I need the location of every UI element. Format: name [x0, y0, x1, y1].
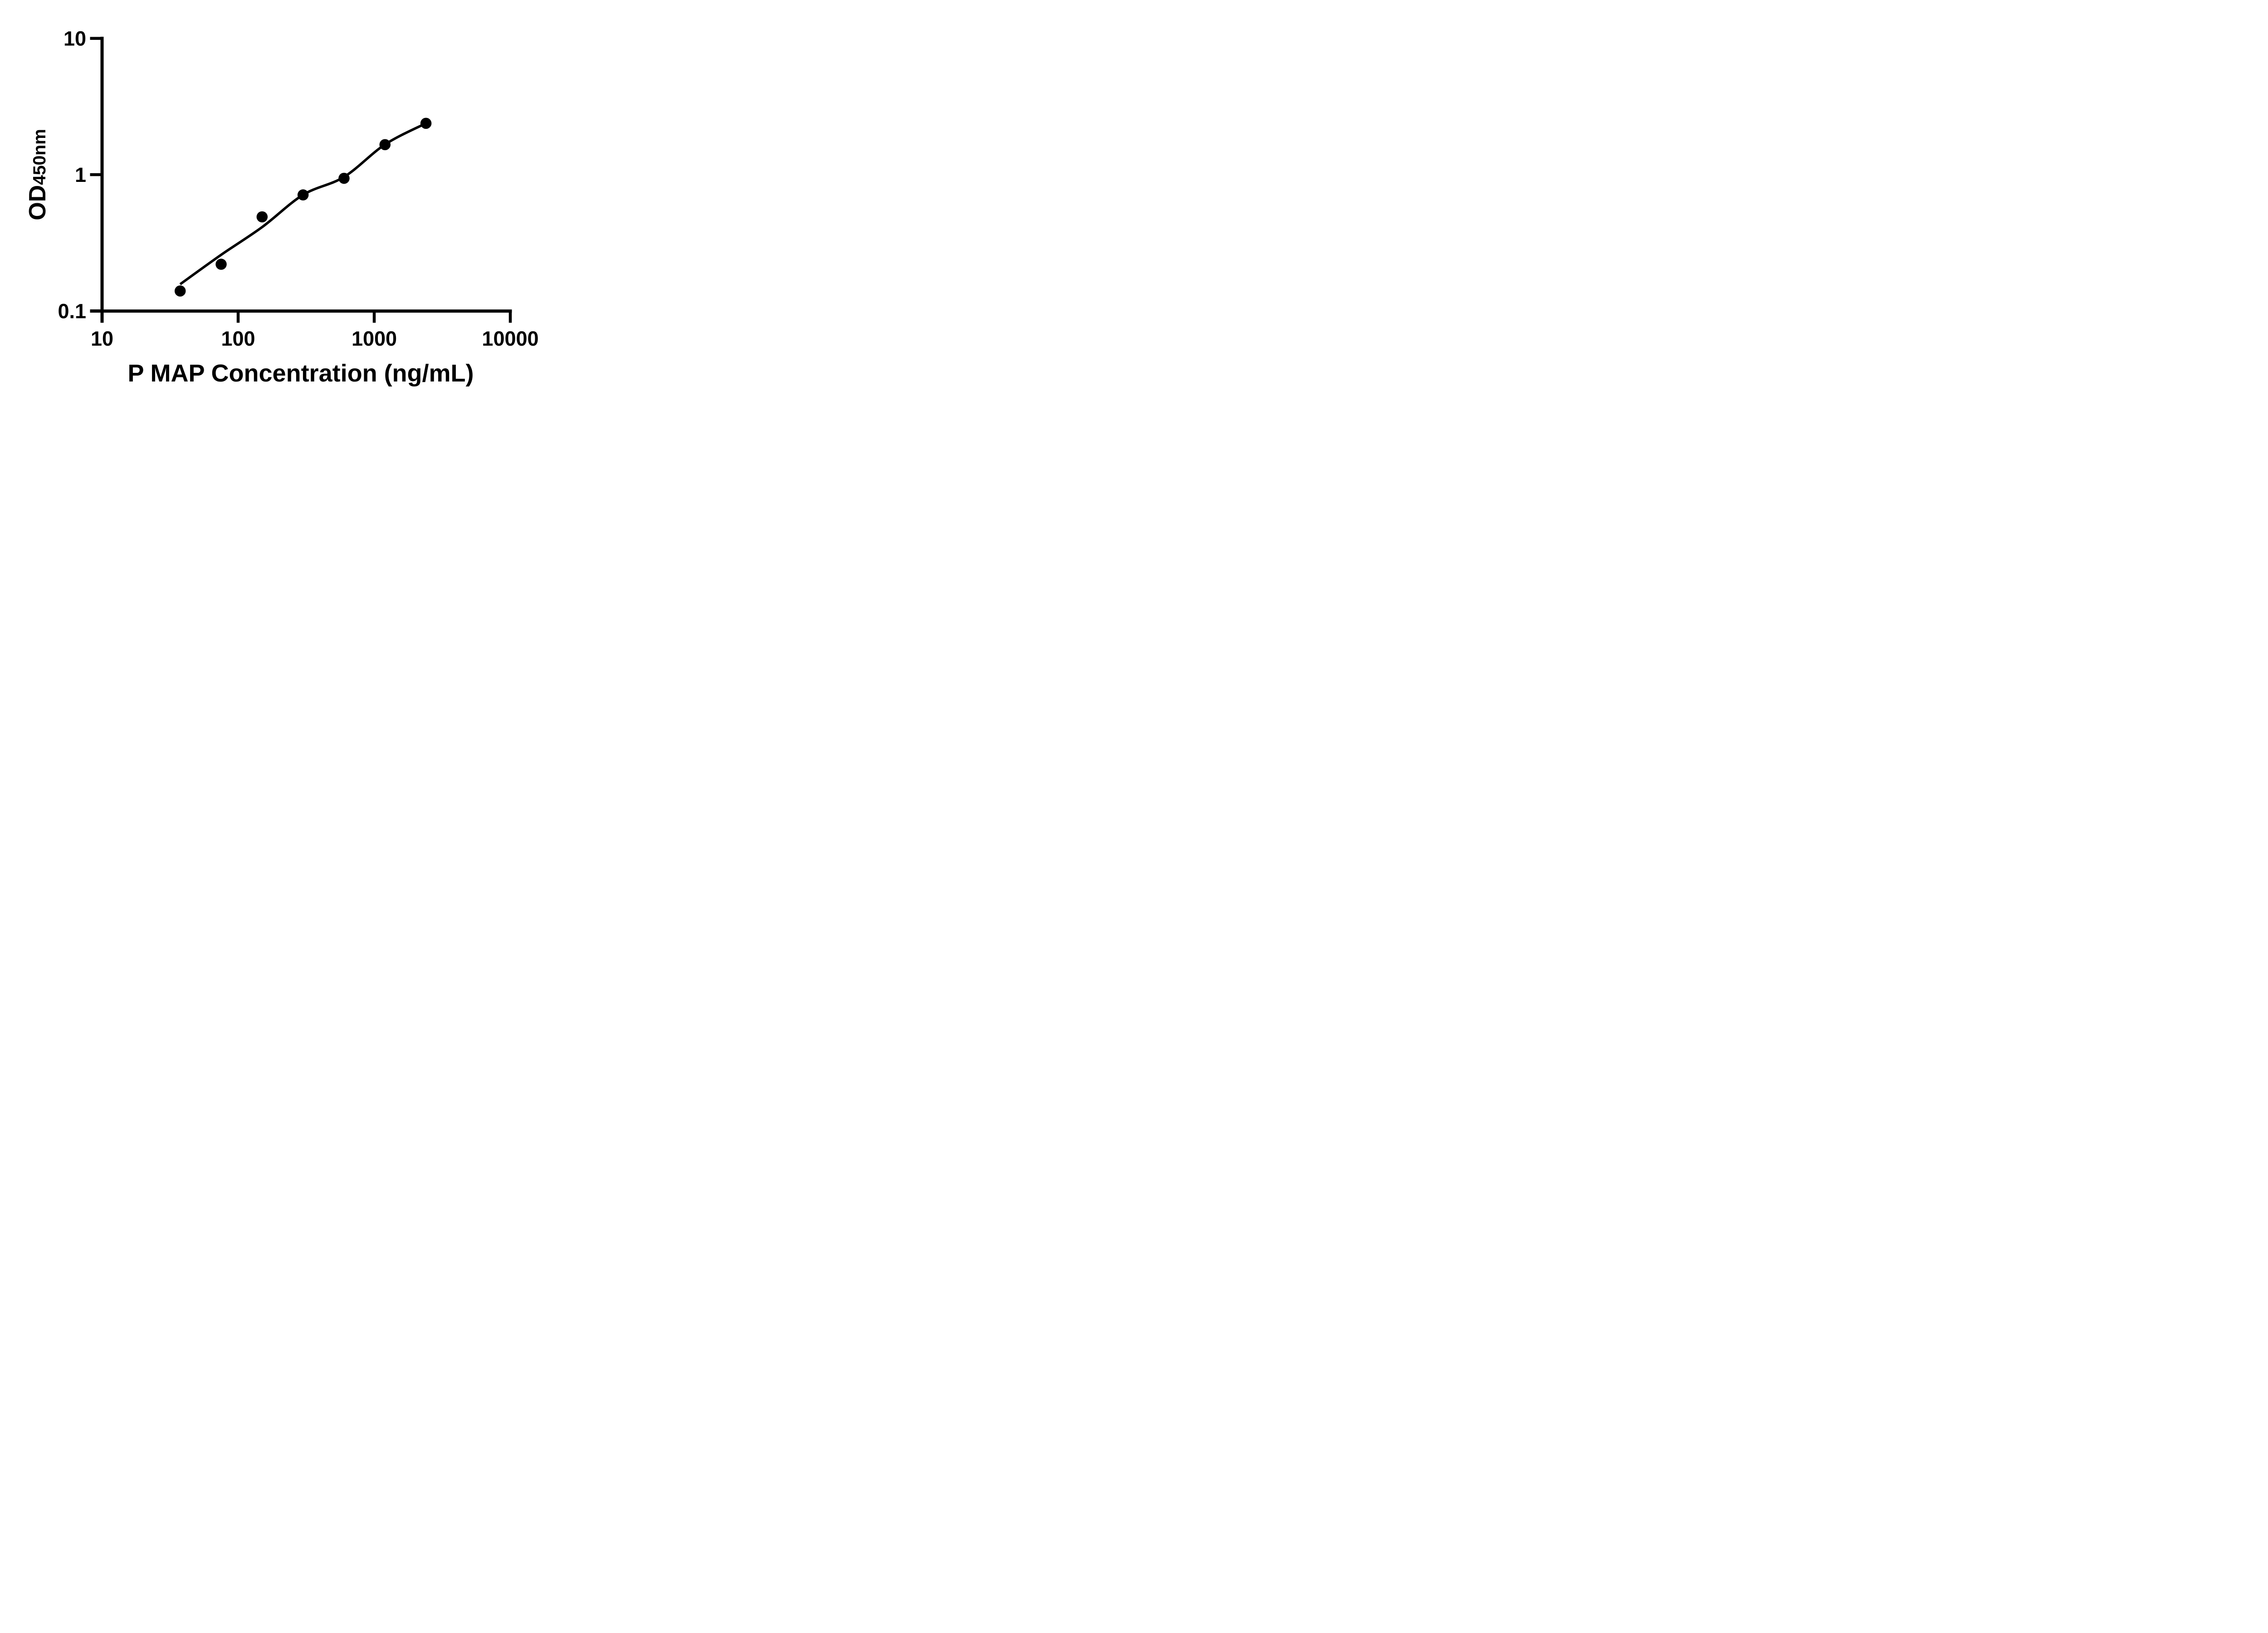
x-tick-label: 10	[91, 327, 113, 350]
data-point	[338, 172, 350, 184]
y-tick-label: 0.1	[58, 299, 86, 323]
y-tick-label: 1	[75, 163, 86, 186]
x-tick-label: 10000	[482, 327, 538, 350]
data-point	[379, 139, 391, 151]
data-point	[215, 259, 227, 270]
x-axis-title: P MAP Concentration (ng/mL)	[127, 360, 474, 387]
data-point	[420, 117, 432, 129]
points-layer	[174, 117, 432, 297]
y-axis-title-main: OD	[24, 185, 51, 220]
data-point	[256, 211, 268, 223]
x-tick-label: 1000	[352, 327, 397, 350]
y-tick-label: 10	[64, 27, 86, 50]
figure-canvas: 10 1 0.1 10 100 1000 10000 OD450nm P MAP Conce…	[0, 0, 572, 408]
y-axis-title: OD450nm	[24, 129, 51, 220]
y-axis-title-subscript: 450nm	[30, 129, 49, 185]
data-point	[174, 285, 186, 297]
data-point	[297, 189, 309, 200]
x-tick-label: 100	[221, 327, 255, 350]
